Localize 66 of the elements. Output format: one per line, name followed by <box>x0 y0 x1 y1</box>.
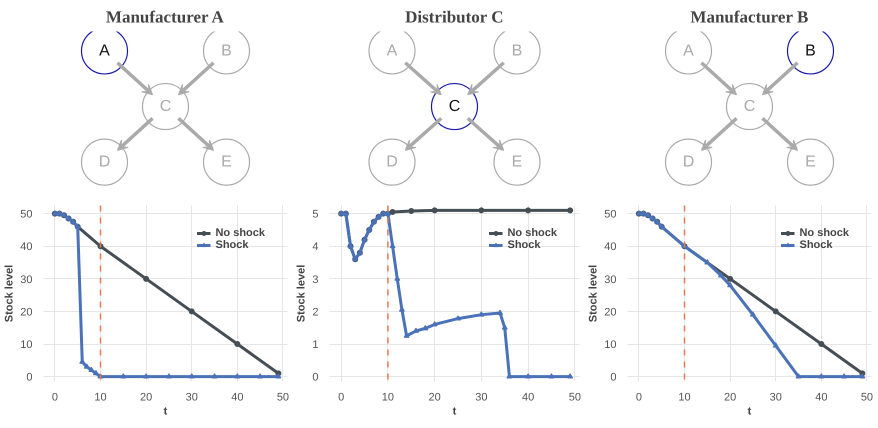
chart-title: Manufacturer A <box>106 8 225 26</box>
y-tick-label: 5 <box>312 208 319 221</box>
chart-title: Distributor C <box>405 8 504 26</box>
text: E <box>512 154 522 171</box>
text: C <box>744 98 756 116</box>
y-tick-label: 40 <box>604 241 617 254</box>
x-tick-label: 10 <box>678 392 691 404</box>
legend-label: Shock <box>507 239 540 251</box>
x-tick-label: 10 <box>382 392 394 404</box>
x-tick-label: 50 <box>860 392 874 404</box>
x-tick-label: 0 <box>52 392 58 404</box>
x-tick-label: 30 <box>475 392 488 404</box>
text: A <box>99 42 110 60</box>
x-tick-label: 50 <box>568 392 581 404</box>
text: A <box>683 42 694 60</box>
legend-label: No shock <box>507 227 557 239</box>
x-tick-label: 40 <box>815 392 828 404</box>
y-tick-label: 0 <box>312 372 319 384</box>
text: C <box>160 98 172 116</box>
x-axis-title: t <box>164 406 168 418</box>
chart-title: Manufacturer B <box>690 8 808 26</box>
y-tick-label: 10 <box>20 339 33 352</box>
x-tick-label: 20 <box>140 392 152 404</box>
y-tick-label: 1 <box>312 339 319 352</box>
text: D <box>386 154 398 171</box>
y-tick-label: 3 <box>312 274 319 286</box>
y-tick-label: 30 <box>20 274 33 286</box>
x-tick-label: 30 <box>770 392 782 404</box>
y-tick-label: 20 <box>20 306 33 318</box>
y-tick-label: 50 <box>604 208 617 221</box>
y-tick-label: 0 <box>26 372 33 384</box>
x-axis-title: t <box>748 406 752 418</box>
text: D <box>98 154 110 171</box>
x-tick-label: 30 <box>186 392 198 404</box>
legend-label: Shock <box>215 239 248 251</box>
x-tick-label: 20 <box>724 392 736 404</box>
text: C <box>448 98 460 116</box>
text: B <box>221 42 232 60</box>
x-tick-label: 50 <box>276 392 290 404</box>
y-axis-title: Stock level <box>587 264 600 322</box>
text: D <box>682 154 694 171</box>
x-tick-label: 40 <box>522 392 534 404</box>
y-tick-label: 20 <box>604 306 617 318</box>
y-tick-label: 10 <box>604 339 617 352</box>
legend-label: No shock <box>215 227 265 239</box>
y-axis-title: Stock level <box>3 264 16 322</box>
x-tick-label: 10 <box>94 392 107 404</box>
x-tick-label: 0 <box>338 392 344 404</box>
y-tick-label: 4 <box>312 241 319 254</box>
text: E <box>805 154 816 171</box>
y-tick-label: 50 <box>20 208 33 221</box>
text: E <box>221 154 232 171</box>
text: B <box>805 42 816 60</box>
y-axis-title: Stock level <box>295 264 308 322</box>
y-tick-label: 0 <box>610 372 617 384</box>
legend-label: Shock <box>799 239 832 251</box>
text: A <box>386 42 398 60</box>
y-tick-label: 40 <box>20 241 33 254</box>
y-tick-label: 30 <box>604 274 617 286</box>
text: B <box>512 42 522 60</box>
x-axis-title: t <box>452 406 457 418</box>
legend-label: No shock <box>799 227 849 239</box>
x-tick-label: 0 <box>636 392 642 404</box>
x-tick-label: 40 <box>231 392 244 404</box>
y-tick-label: 2 <box>312 306 319 318</box>
x-tick-label: 20 <box>428 392 441 404</box>
